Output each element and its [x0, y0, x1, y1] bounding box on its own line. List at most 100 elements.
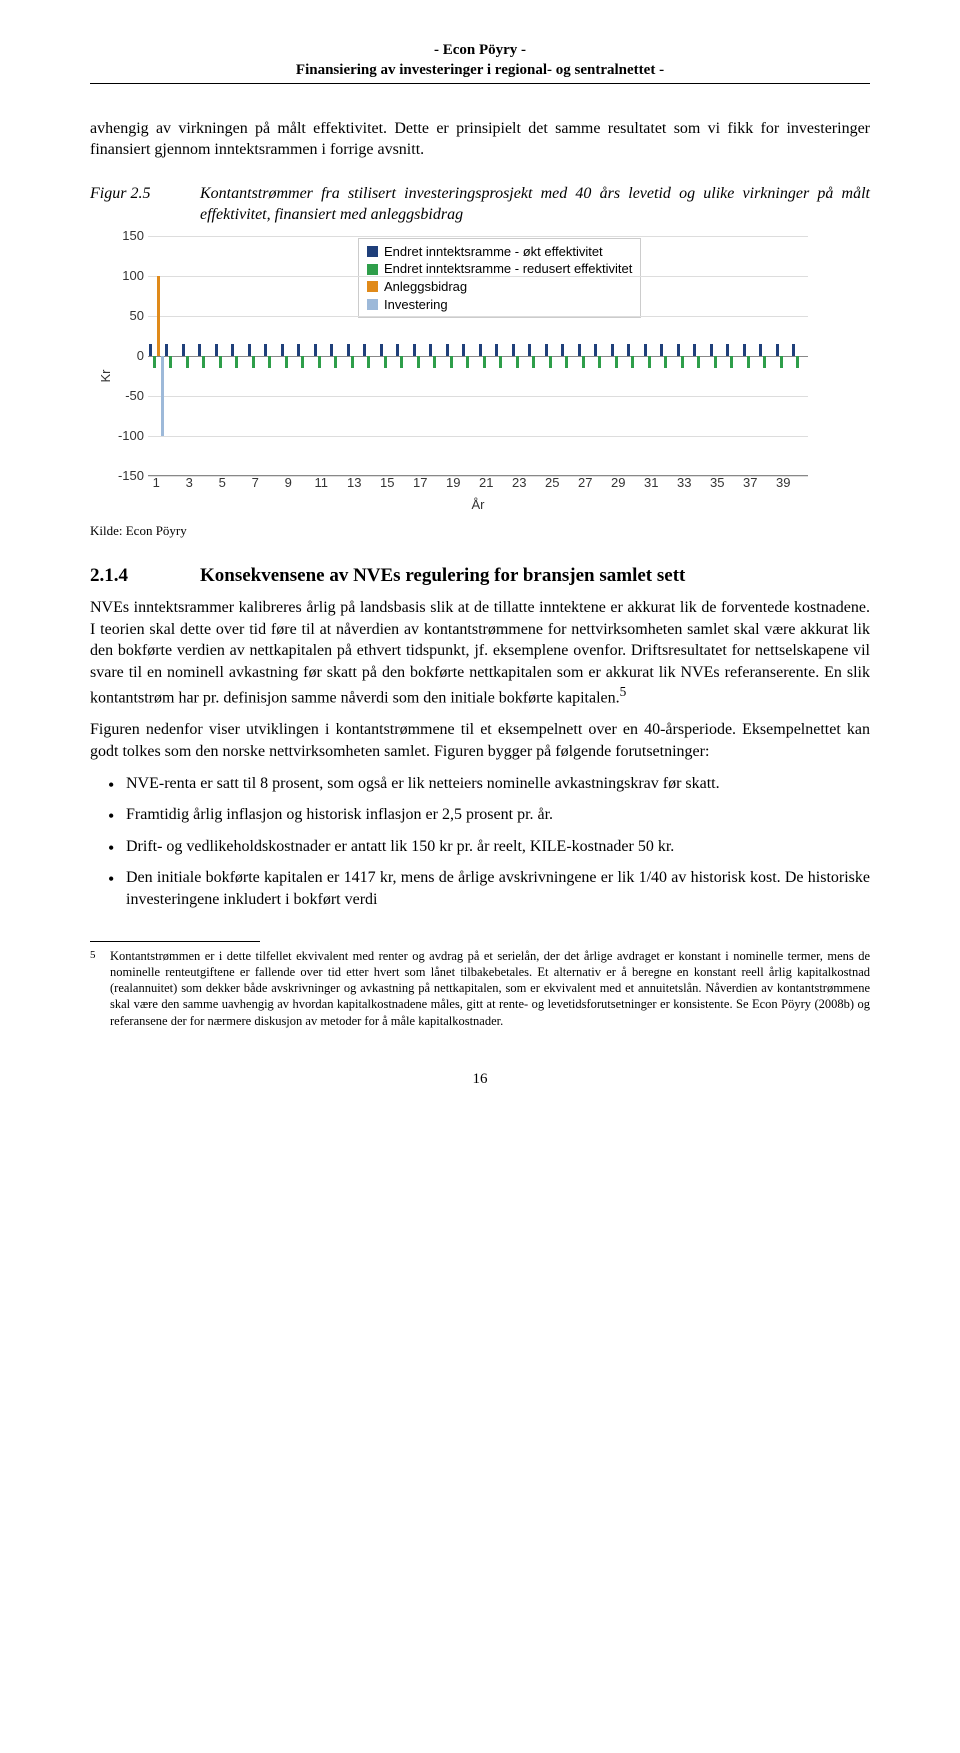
- chart-bar: [598, 356, 601, 368]
- chart-xtick: 23: [512, 474, 526, 492]
- section-title: Konsekvensene av NVEs regulering for bra…: [200, 563, 685, 589]
- chart-ytick: 50: [100, 307, 144, 325]
- chart-xtick: 1: [153, 474, 160, 492]
- chart-xtick: 37: [743, 474, 757, 492]
- legend-swatch: [367, 264, 378, 275]
- chart-bar: [796, 356, 799, 368]
- chart-bar: [347, 344, 350, 356]
- chart-xtick: 3: [186, 474, 193, 492]
- chart-bar: [565, 356, 568, 368]
- chart-gridline: [148, 396, 808, 397]
- chart-gridline: [148, 436, 808, 437]
- legend-swatch: [367, 281, 378, 292]
- chart-bar: [396, 344, 399, 356]
- figure-caption: Kontantstrømmer fra stilisert investerin…: [200, 183, 870, 226]
- chart-bar: [417, 356, 420, 368]
- chart-bar: [730, 356, 733, 368]
- chart-bar: [582, 356, 585, 368]
- chart-gridline: [148, 356, 808, 357]
- chart-xtick: 7: [252, 474, 259, 492]
- chart-bar: [664, 356, 667, 368]
- chart-xtick: 19: [446, 474, 460, 492]
- chart-xtick: 29: [611, 474, 625, 492]
- chart-gridline: [148, 276, 808, 277]
- chart-bar: [578, 344, 581, 356]
- chart-bar: [363, 344, 366, 356]
- chart-bar: [780, 356, 783, 368]
- chart-ytick: -50: [100, 387, 144, 405]
- chart-bar: [743, 344, 746, 356]
- list-item: Den initiale bokførte kapitalen er 1417 …: [126, 867, 870, 910]
- chart-xtick: 35: [710, 474, 724, 492]
- chart-bar: [182, 344, 185, 356]
- chart-bar: [462, 344, 465, 356]
- chart-bar: [268, 356, 271, 368]
- chart-bar: [318, 356, 321, 368]
- chart-bar: [285, 356, 288, 368]
- running-header-line1: - Econ Pöyry -: [90, 40, 870, 60]
- section-heading: 2.1.4 Konsekvensene av NVEs regulering f…: [90, 563, 870, 589]
- chart-xtick: 39: [776, 474, 790, 492]
- chart-bar: [561, 344, 564, 356]
- chart-bar: [495, 344, 498, 356]
- chart-xtick: 27: [578, 474, 592, 492]
- footnote-text: Kontantstrømmen er i dette tilfellet ekv…: [110, 948, 870, 1029]
- chart-bar: [219, 356, 222, 368]
- chart-bar: [792, 344, 795, 356]
- chart-bar: [334, 356, 337, 368]
- figure-caption-row: Figur 2.5 Kontantstrømmer fra stilisert …: [90, 183, 870, 226]
- chart-bar: [351, 356, 354, 368]
- legend-label: Anleggsbidrag: [384, 278, 467, 296]
- chart-bar: [297, 344, 300, 356]
- chart-bar: [681, 356, 684, 368]
- chart-xtick: 15: [380, 474, 394, 492]
- chart-bar: [516, 356, 519, 368]
- list-item: Drift- og vedlikeholdskostnader er antat…: [126, 836, 870, 858]
- chart-bar: [532, 356, 535, 368]
- chart-ytick: -150: [100, 467, 144, 485]
- figure-source: Kilde: Econ Pöyry: [90, 522, 870, 540]
- chart-bar: [413, 344, 416, 356]
- chart-bar: [763, 356, 766, 368]
- chart-ytick: 100: [100, 267, 144, 285]
- chart-bar: [165, 344, 168, 356]
- chart-bar: [446, 344, 449, 356]
- chart-bar: [549, 356, 552, 368]
- chart-bar: [264, 344, 267, 356]
- chart-bar: [627, 344, 630, 356]
- chart-xtick: 5: [219, 474, 226, 492]
- chart-bar: [367, 356, 370, 368]
- chart-bar: [384, 356, 387, 368]
- chart-bar: [466, 356, 469, 368]
- chart-bar: [528, 344, 531, 356]
- chart-bar: [380, 344, 383, 356]
- chart-xtick: 33: [677, 474, 691, 492]
- chart-bar: [314, 344, 317, 356]
- paragraph-body: Figuren nedenfor viser utviklingen i kon…: [90, 719, 870, 762]
- chart-bar: [153, 356, 156, 368]
- legend-item: Anleggsbidrag: [367, 278, 632, 296]
- chart-bar: [726, 344, 729, 356]
- chart-gridline: [148, 316, 808, 317]
- chart-bar: [611, 344, 614, 356]
- chart-bar: [693, 344, 696, 356]
- chart-bar: [400, 356, 403, 368]
- chart-bar: [301, 356, 304, 368]
- chart-bar: [433, 356, 436, 368]
- paragraph-intro: avhengig av virkningen på målt effektivi…: [90, 118, 870, 161]
- chart-bar: [648, 356, 651, 368]
- chart-gridline: [148, 476, 808, 477]
- chart-bar: [697, 356, 700, 368]
- chart-xtick: 9: [285, 474, 292, 492]
- legend-item: Endret inntektsramme - økt effektivitet: [367, 243, 632, 261]
- chart-bar: [545, 344, 548, 356]
- chart-bar: [169, 356, 172, 368]
- chart-bar: [644, 344, 647, 356]
- chart-bar: [677, 344, 680, 356]
- footnote: 5 Kontantstrømmen er i dette tilfellet e…: [90, 948, 870, 1029]
- legend-swatch: [367, 246, 378, 257]
- legend-item: Investering: [367, 296, 632, 314]
- chart-ylabel: Kr: [97, 369, 115, 382]
- chart-bar: [149, 344, 152, 356]
- chart-bar: [747, 356, 750, 368]
